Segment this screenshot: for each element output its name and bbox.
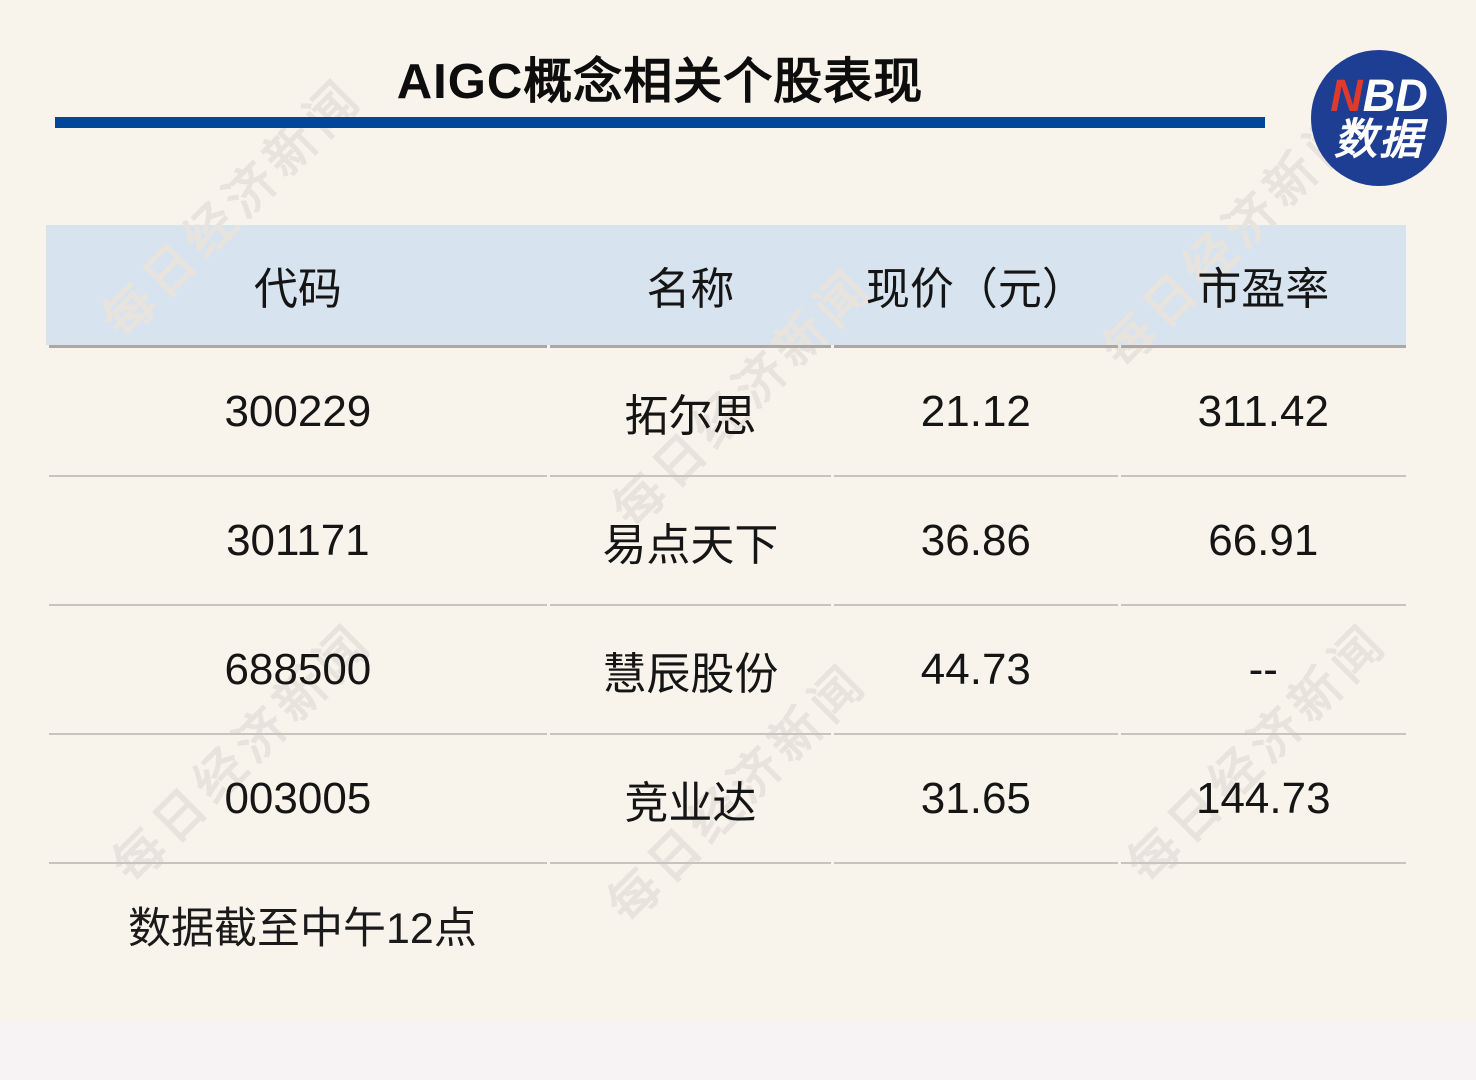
logo-line2: 数据 bbox=[1334, 116, 1424, 165]
cell-name: 拓尔思 bbox=[549, 348, 832, 477]
table-row: 688500 慧辰股份 44.73 -- bbox=[49, 606, 1406, 735]
table-header-row: 代码 名称 现价（元） 市盈率 bbox=[49, 225, 1406, 348]
cell-code: 301171 bbox=[49, 477, 547, 606]
cell-name: 慧辰股份 bbox=[549, 606, 832, 735]
cell-pe: 66.91 bbox=[1120, 477, 1406, 606]
column-header-code: 代码 bbox=[49, 225, 547, 348]
bottom-strip bbox=[0, 1020, 1476, 1080]
title-underline bbox=[55, 117, 1265, 128]
logo-letter-n: N bbox=[1330, 70, 1363, 122]
cell-price: 44.73 bbox=[834, 606, 1118, 735]
table-row: 003005 竞业达 31.65 144.73 bbox=[49, 735, 1406, 864]
column-header-pe: 市盈率 bbox=[1120, 225, 1406, 348]
cell-code: 003005 bbox=[49, 735, 547, 864]
cell-name: 易点天下 bbox=[549, 477, 832, 606]
table-row: 301171 易点天下 36.86 66.91 bbox=[49, 477, 1406, 606]
cell-pe: 311.42 bbox=[1120, 348, 1406, 477]
cell-price: 36.86 bbox=[834, 477, 1118, 606]
table-row: 300229 拓尔思 21.12 311.42 bbox=[49, 348, 1406, 477]
table-header-background bbox=[46, 225, 1406, 345]
cell-code: 300229 bbox=[49, 348, 547, 477]
cell-price: 21.12 bbox=[834, 348, 1118, 477]
nbd-data-logo: NBD 数据 bbox=[1311, 50, 1447, 186]
column-header-price: 现价（元） bbox=[834, 225, 1118, 348]
column-header-name: 名称 bbox=[549, 225, 832, 348]
cell-price: 31.65 bbox=[834, 735, 1118, 864]
cell-code: 688500 bbox=[49, 606, 547, 735]
logo-letters-bd: BD bbox=[1362, 70, 1428, 122]
cell-pe: -- bbox=[1120, 606, 1406, 735]
logo-line1: NBD bbox=[1330, 73, 1428, 119]
cell-name: 竞业达 bbox=[549, 735, 832, 864]
page-title: AIGC概念相关个股表现 bbox=[396, 55, 924, 109]
data-cutoff-note: 数据截至中午12点 bbox=[128, 905, 477, 953]
stock-table: 代码 名称 现价（元） 市盈率 300229 拓尔思 21.12 311.42 … bbox=[46, 225, 1409, 864]
cell-pe: 144.73 bbox=[1120, 735, 1406, 864]
